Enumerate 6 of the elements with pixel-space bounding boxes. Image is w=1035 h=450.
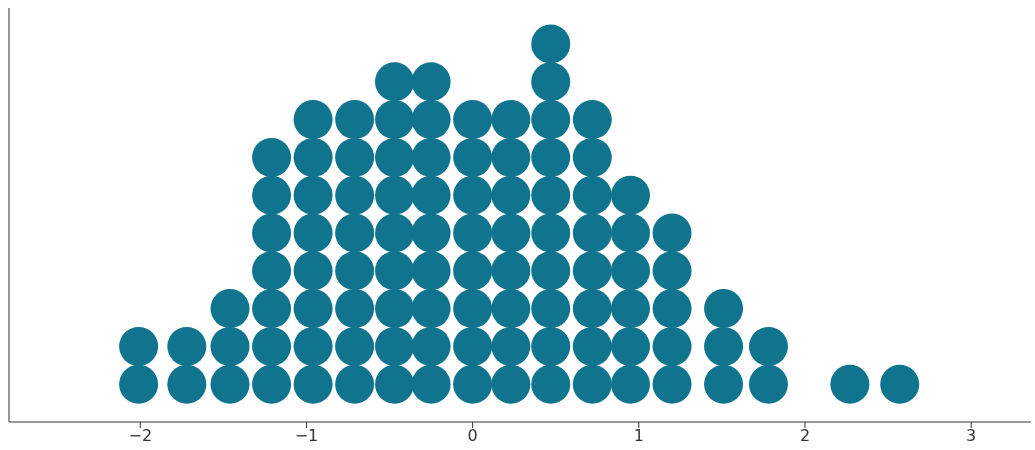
x-tick-label: 3 xyxy=(966,426,977,446)
x-tick-label: 1 xyxy=(633,426,644,446)
x-tick-label: 2 xyxy=(799,426,811,446)
x-tick-label: −1 xyxy=(294,426,319,446)
x-tick-label: 0 xyxy=(467,426,478,446)
x-tick-label: −2 xyxy=(128,426,153,446)
